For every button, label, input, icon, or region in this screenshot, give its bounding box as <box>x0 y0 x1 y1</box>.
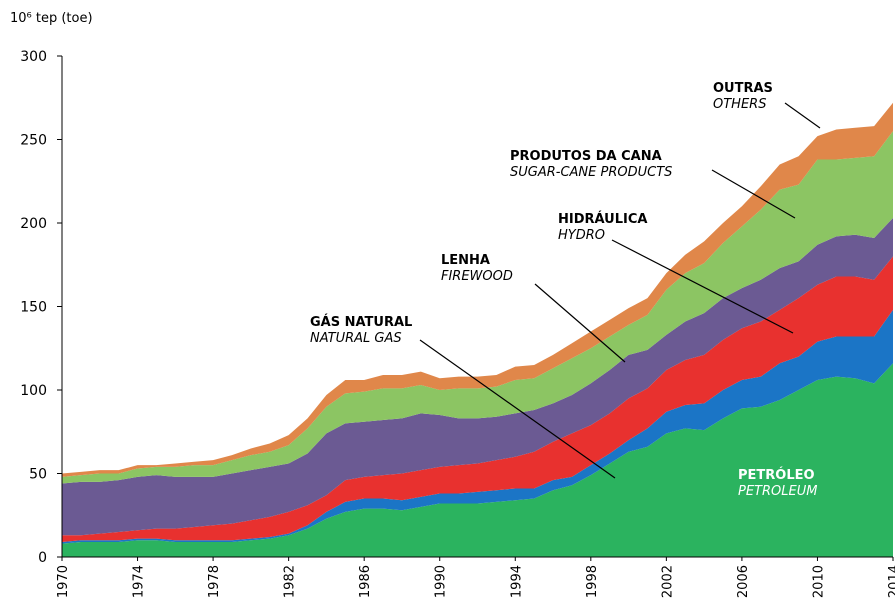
x-tick-label: 1990 <box>434 565 449 598</box>
series-label: LENHA <box>441 253 490 268</box>
leader-line <box>611 239 794 334</box>
series-label-en: SUGAR-CANE PRODUCTS <box>510 165 672 180</box>
x-tick-label: 2010 <box>811 565 826 598</box>
x-tick-label: 1974 <box>132 565 147 598</box>
x-tick-label: 1978 <box>207 565 222 598</box>
x-tick-label: 1986 <box>358 565 373 598</box>
x-tick-label: 1982 <box>283 565 298 598</box>
y-tick-label: 150 <box>20 300 47 316</box>
y-axis-label: 10⁶ tep (toe) <box>10 11 93 26</box>
leader-line <box>711 169 796 219</box>
series-label: OUTRAS <box>713 81 773 96</box>
x-tick-label: 1998 <box>585 565 600 598</box>
x-tick-label: 1994 <box>509 565 524 598</box>
series-label: HIDRÁULICA <box>558 211 647 227</box>
y-tick-label: 300 <box>20 49 47 65</box>
area <box>62 131 893 484</box>
series-label-en: NATURAL GAS <box>310 331 402 346</box>
series-label-en: HYDRO <box>558 228 605 243</box>
series-label: PETRÓLEO <box>738 467 815 483</box>
series-label: PRODUTOS DA CANA <box>510 149 662 164</box>
y-tick-label: 0 <box>38 550 47 566</box>
series-label: GÁS NATURAL <box>310 314 412 330</box>
area <box>62 309 893 544</box>
x-tick-label: 2002 <box>660 565 675 598</box>
y-tick-label: 250 <box>20 133 47 149</box>
leader-line <box>784 102 821 129</box>
y-tick-label: 100 <box>20 383 47 399</box>
x-tick-label: 1970 <box>56 565 71 598</box>
series-label-en: PETROLEUM <box>738 484 817 499</box>
x-tick-label: 2014 <box>887 565 895 598</box>
series-label-en: OTHERS <box>713 97 766 112</box>
area <box>62 217 893 536</box>
area <box>62 363 893 557</box>
area <box>62 256 893 542</box>
x-tick-label: 2006 <box>736 565 751 598</box>
y-tick-label: 50 <box>29 467 47 483</box>
y-tick-label: 200 <box>20 216 47 232</box>
series-label-en: FIREWOOD <box>441 269 513 284</box>
leader-line <box>419 339 616 479</box>
leader-line <box>534 283 626 363</box>
